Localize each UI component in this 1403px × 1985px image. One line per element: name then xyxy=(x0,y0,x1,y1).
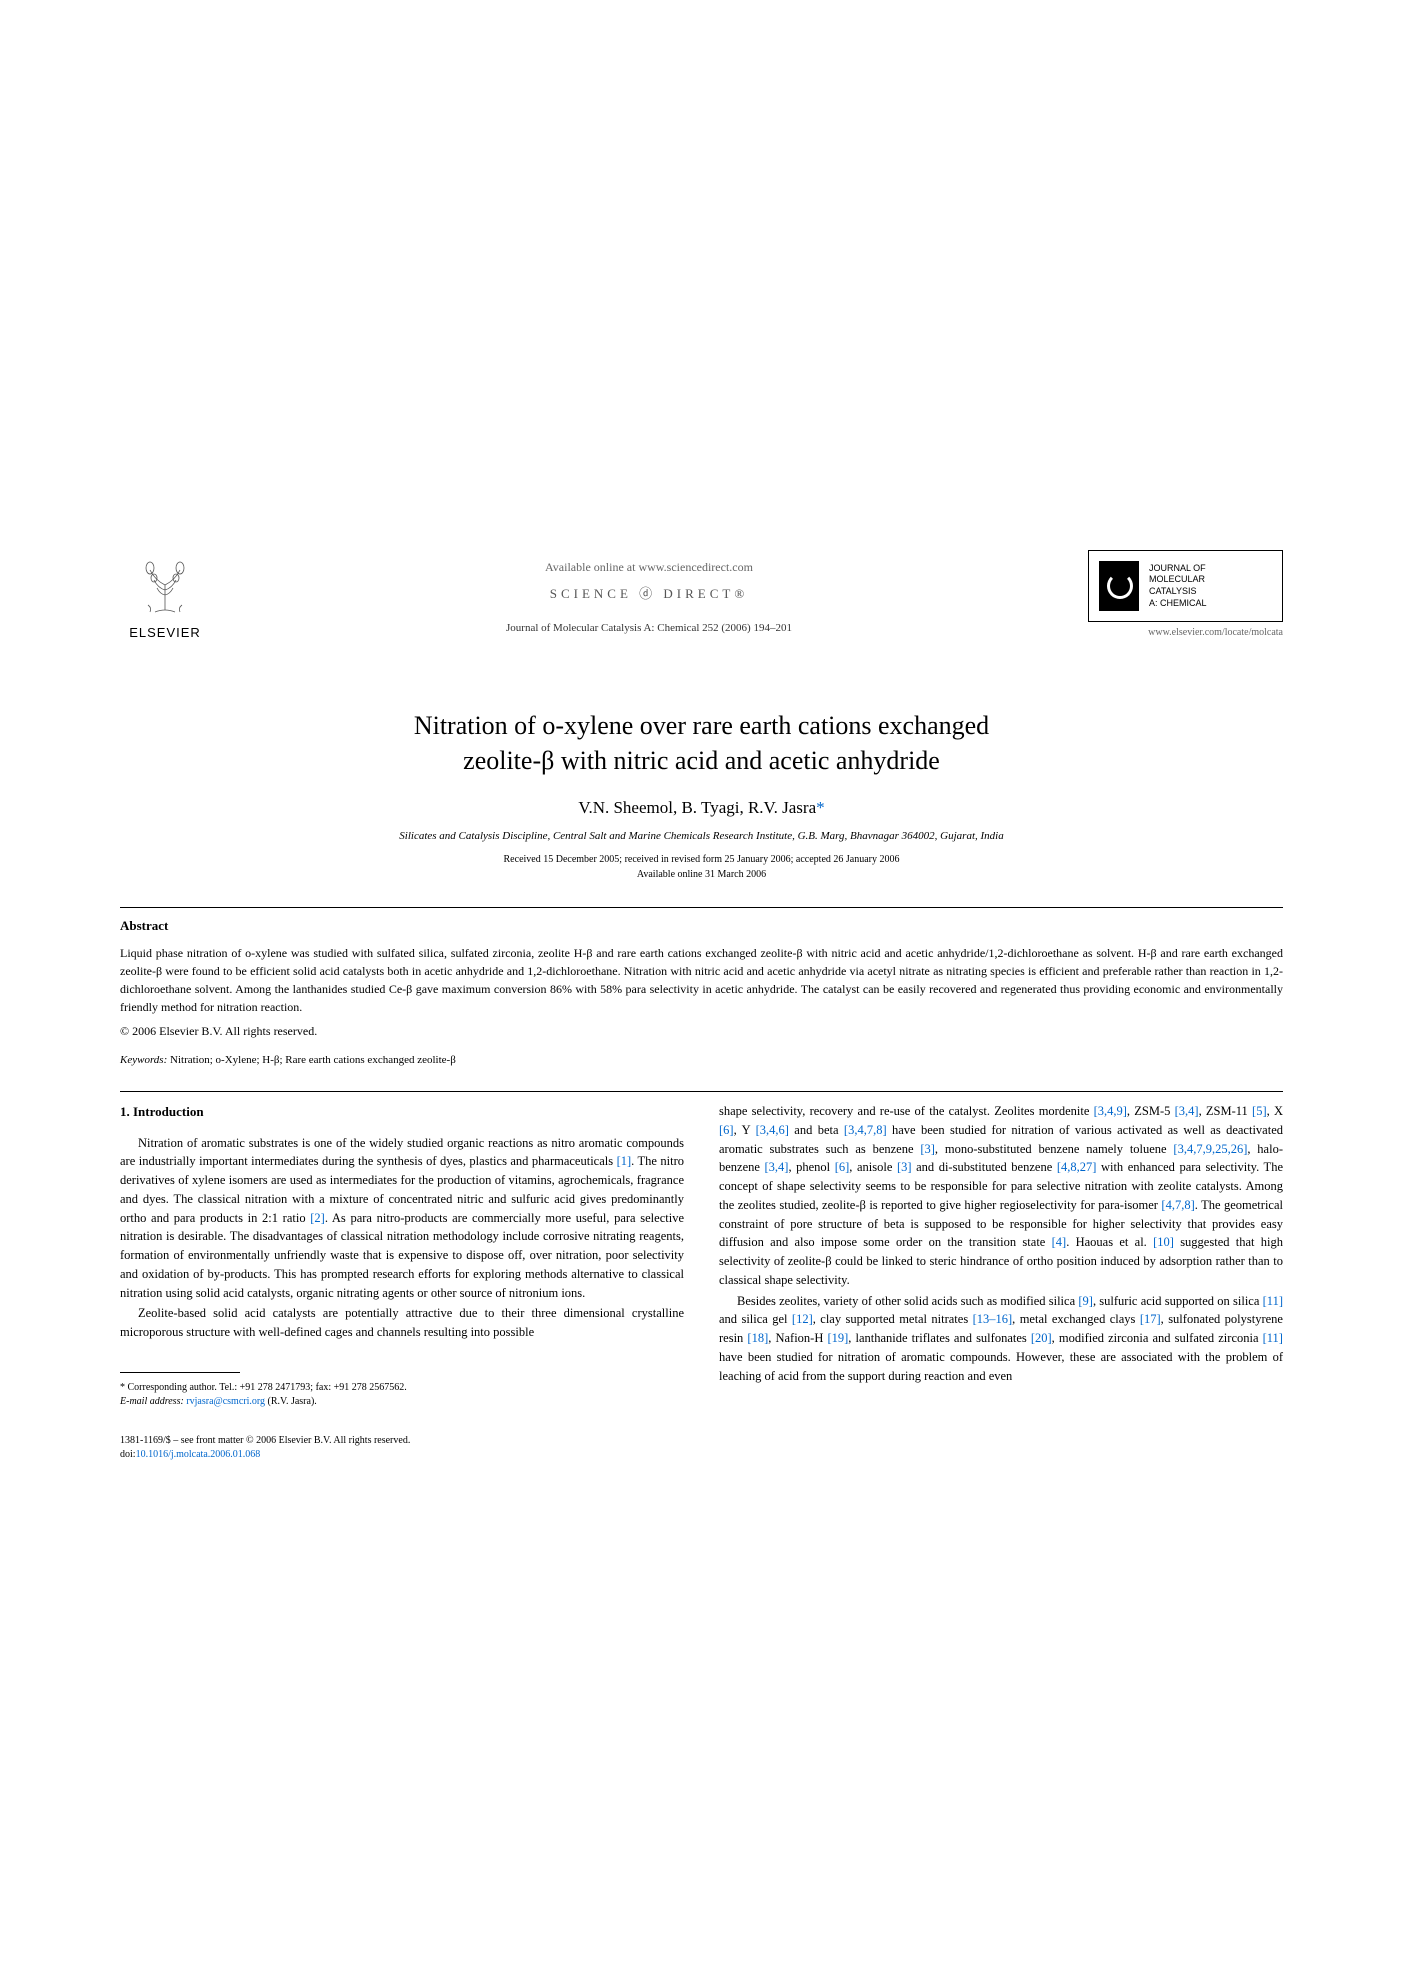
email-label: E-mail address: xyxy=(120,1396,186,1407)
ref-link[interactable]: [3,4] xyxy=(765,1160,789,1174)
article-title: Nitration of o-xylene over rare earth ca… xyxy=(120,708,1283,778)
journal-name-line2: MOLECULAR xyxy=(1149,574,1207,586)
column-left: 1. Introduction Nitration of aromatic su… xyxy=(120,1102,684,1462)
abstract-copyright: © 2006 Elsevier B.V. All rights reserved… xyxy=(120,1024,1283,1039)
ref-link[interactable]: [13–16] xyxy=(973,1312,1013,1326)
col2-p2: Besides zeolites, variety of other solid… xyxy=(719,1292,1283,1386)
header-row: ELSEVIER Available online at www.science… xyxy=(120,550,1283,678)
col2-p1: shape selectivity, recovery and re-use o… xyxy=(719,1102,1283,1290)
title-line2: zeolite-β with nitric acid and acetic an… xyxy=(463,746,940,775)
elsevier-logo: ELSEVIER xyxy=(120,550,210,640)
rule-top xyxy=(120,907,1283,908)
journal-name-line1: JOURNAL OF xyxy=(1149,563,1207,575)
journal-url: www.elsevier.com/locate/molcata xyxy=(1088,627,1283,638)
intro-p1: Nitration of aromatic substrates is one … xyxy=(120,1134,684,1303)
ref-link[interactable]: [6] xyxy=(835,1160,850,1174)
ref-link[interactable]: [3,4,9] xyxy=(1094,1104,1127,1118)
title-line1: Nitration of o-xylene over rare earth ca… xyxy=(414,711,989,740)
journal-box-text: JOURNAL OF MOLECULAR CATALYSIS A: CHEMIC… xyxy=(1149,563,1207,610)
keywords: Keywords: Nitration; o-Xylene; H-β; Rare… xyxy=(120,1054,1283,1066)
ref-link[interactable]: [3,4,7,8] xyxy=(844,1123,887,1137)
available-online-text: Available online at www.sciencedirect.co… xyxy=(210,560,1088,575)
ref-link[interactable]: [5] xyxy=(1252,1104,1267,1118)
corresponding-footnote: * Corresponding author. Tel.: +91 278 24… xyxy=(120,1381,684,1409)
ref-link[interactable]: [2] xyxy=(310,1211,325,1225)
footer: 1381-1169/$ – see front matter © 2006 El… xyxy=(120,1434,684,1462)
body-columns: 1. Introduction Nitration of aromatic su… xyxy=(120,1102,1283,1462)
dates-online: Available online 31 March 2006 xyxy=(637,869,766,880)
abstract-text: Liquid phase nitration of o-xylene was s… xyxy=(120,944,1283,1016)
intro-p2: Zeolite-based solid acid catalysts are p… xyxy=(120,1304,684,1342)
article-dates: Received 15 December 2005; received in r… xyxy=(120,852,1283,882)
ref-link[interactable]: [12] xyxy=(792,1312,813,1326)
abstract-heading: Abstract xyxy=(120,918,1283,934)
ref-link[interactable]: [3] xyxy=(897,1160,912,1174)
rule-bottom xyxy=(120,1091,1283,1092)
journal-box-wrapper: JOURNAL OF MOLECULAR CATALYSIS A: CHEMIC… xyxy=(1088,550,1283,678)
ref-link[interactable]: [19] xyxy=(827,1331,848,1345)
ref-link[interactable]: [18] xyxy=(747,1331,768,1345)
corresponding-marker: * xyxy=(816,798,825,817)
footer-copyright: 1381-1169/$ – see front matter © 2006 El… xyxy=(120,1434,684,1448)
ref-link[interactable]: [4,7,8] xyxy=(1161,1198,1194,1212)
ref-link[interactable]: [6] xyxy=(719,1123,734,1137)
section-1-heading: 1. Introduction xyxy=(120,1102,684,1122)
ref-link[interactable]: [3,4,6] xyxy=(756,1123,789,1137)
doi-link[interactable]: 10.1016/j.molcata.2006.01.068 xyxy=(136,1449,261,1460)
sciencedirect-logo: SCIENCE ⓓ DIRECT® xyxy=(210,583,1088,602)
ref-link[interactable]: [10] xyxy=(1153,1235,1174,1249)
email-line: E-mail address: rvjasra@csmcri.org (R.V.… xyxy=(120,1395,684,1409)
ref-link[interactable]: [4,8,27] xyxy=(1057,1160,1097,1174)
ref-link[interactable]: [3,4] xyxy=(1175,1104,1199,1118)
journal-name-line3: CATALYSIS xyxy=(1149,586,1207,598)
author-names: V.N. Sheemol, B. Tyagi, R.V. Jasra xyxy=(578,798,816,817)
footnote-rule xyxy=(120,1372,240,1373)
ref-link[interactable]: [11] xyxy=(1263,1294,1283,1308)
journal-name-line4: A: CHEMICAL xyxy=(1149,598,1207,610)
journal-citation: Journal of Molecular Catalysis A: Chemic… xyxy=(210,622,1088,634)
journal-cover-icon xyxy=(1099,561,1139,611)
dates-received: Received 15 December 2005; received in r… xyxy=(504,854,900,865)
ref-link[interactable]: [20] xyxy=(1031,1331,1052,1345)
affiliation: Silicates and Catalysis Discipline, Cent… xyxy=(120,830,1283,842)
footer-doi: doi:10.1016/j.molcata.2006.01.068 xyxy=(120,1448,684,1462)
email-link[interactable]: rvjasra@csmcri.org xyxy=(186,1396,265,1407)
corr-author-line: * Corresponding author. Tel.: +91 278 24… xyxy=(120,1381,684,1395)
ref-link[interactable]: [1] xyxy=(617,1154,632,1168)
ref-link[interactable]: [4] xyxy=(1052,1235,1067,1249)
journal-box: JOURNAL OF MOLECULAR CATALYSIS A: CHEMIC… xyxy=(1088,550,1283,622)
authors: V.N. Sheemol, B. Tyagi, R.V. Jasra* xyxy=(120,798,1283,818)
ref-link[interactable]: [11] xyxy=(1263,1331,1283,1345)
elsevier-publisher-name: ELSEVIER xyxy=(120,625,210,640)
ref-link[interactable]: [3] xyxy=(920,1142,935,1156)
email-post: (R.V. Jasra). xyxy=(265,1396,317,1407)
ref-link[interactable]: [3,4,7,9,25,26] xyxy=(1173,1142,1247,1156)
column-right: shape selectivity, recovery and re-use o… xyxy=(719,1102,1283,1462)
keywords-text: Nitration; o-Xylene; H-β; Rare earth cat… xyxy=(167,1054,456,1066)
center-header: Available online at www.sciencedirect.co… xyxy=(210,550,1088,634)
keywords-label: Keywords: xyxy=(120,1054,167,1066)
ref-link[interactable]: [17] xyxy=(1140,1312,1161,1326)
elsevier-tree-icon xyxy=(130,550,200,620)
ref-link[interactable]: [9] xyxy=(1078,1294,1093,1308)
